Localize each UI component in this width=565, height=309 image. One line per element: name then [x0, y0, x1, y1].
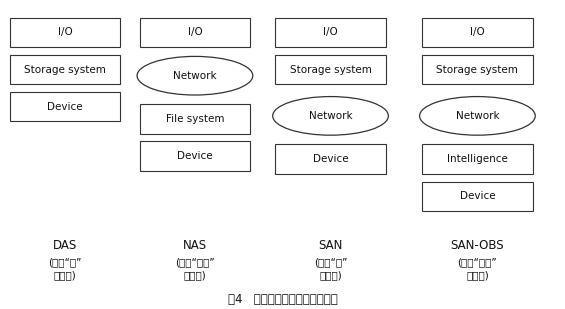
- Text: DAS: DAS: [53, 239, 77, 252]
- Text: Network: Network: [455, 111, 499, 121]
- Text: I/O: I/O: [58, 28, 72, 37]
- Text: I/O: I/O: [323, 28, 338, 37]
- Bar: [140, 142, 250, 171]
- Ellipse shape: [420, 96, 535, 135]
- Bar: [422, 18, 532, 47]
- Text: (提供“文件”
级服务): (提供“文件” 级服务): [175, 257, 215, 281]
- Text: I/O: I/O: [188, 28, 202, 37]
- Text: Storage system: Storage system: [24, 65, 106, 74]
- Text: Device: Device: [177, 151, 213, 161]
- Text: I/O: I/O: [470, 28, 485, 37]
- Ellipse shape: [273, 96, 388, 135]
- Text: SAN: SAN: [318, 239, 343, 252]
- Bar: [10, 18, 120, 47]
- Text: (提供“块”
级服务): (提供“块” 级服务): [48, 257, 82, 281]
- Bar: [10, 55, 120, 84]
- Text: Device: Device: [47, 102, 83, 112]
- Text: Network: Network: [173, 71, 217, 81]
- Bar: [422, 55, 532, 84]
- Text: (提供“块”
级服务): (提供“块” 级服务): [314, 257, 347, 281]
- Text: Storage system: Storage system: [437, 65, 518, 74]
- Text: 图4   几种主要的存储体系的对比: 图4 几种主要的存储体系的对比: [228, 293, 337, 306]
- Bar: [275, 55, 385, 84]
- Text: File system: File system: [166, 114, 224, 124]
- Text: Network: Network: [308, 111, 353, 121]
- Text: Device: Device: [459, 191, 496, 201]
- Text: Storage system: Storage system: [290, 65, 371, 74]
- Bar: [140, 18, 250, 47]
- Bar: [275, 145, 385, 174]
- Text: Device: Device: [312, 154, 349, 164]
- Ellipse shape: [137, 56, 253, 95]
- Bar: [275, 18, 385, 47]
- Text: Intelligence: Intelligence: [447, 154, 508, 164]
- Text: (提供“对象”
级服务): (提供“对象” 级服务): [458, 257, 497, 281]
- Text: SAN-OBS: SAN-OBS: [451, 239, 504, 252]
- Text: NAS: NAS: [183, 239, 207, 252]
- Bar: [10, 92, 120, 121]
- Bar: [140, 104, 250, 133]
- Bar: [422, 145, 532, 174]
- Bar: [422, 182, 532, 211]
